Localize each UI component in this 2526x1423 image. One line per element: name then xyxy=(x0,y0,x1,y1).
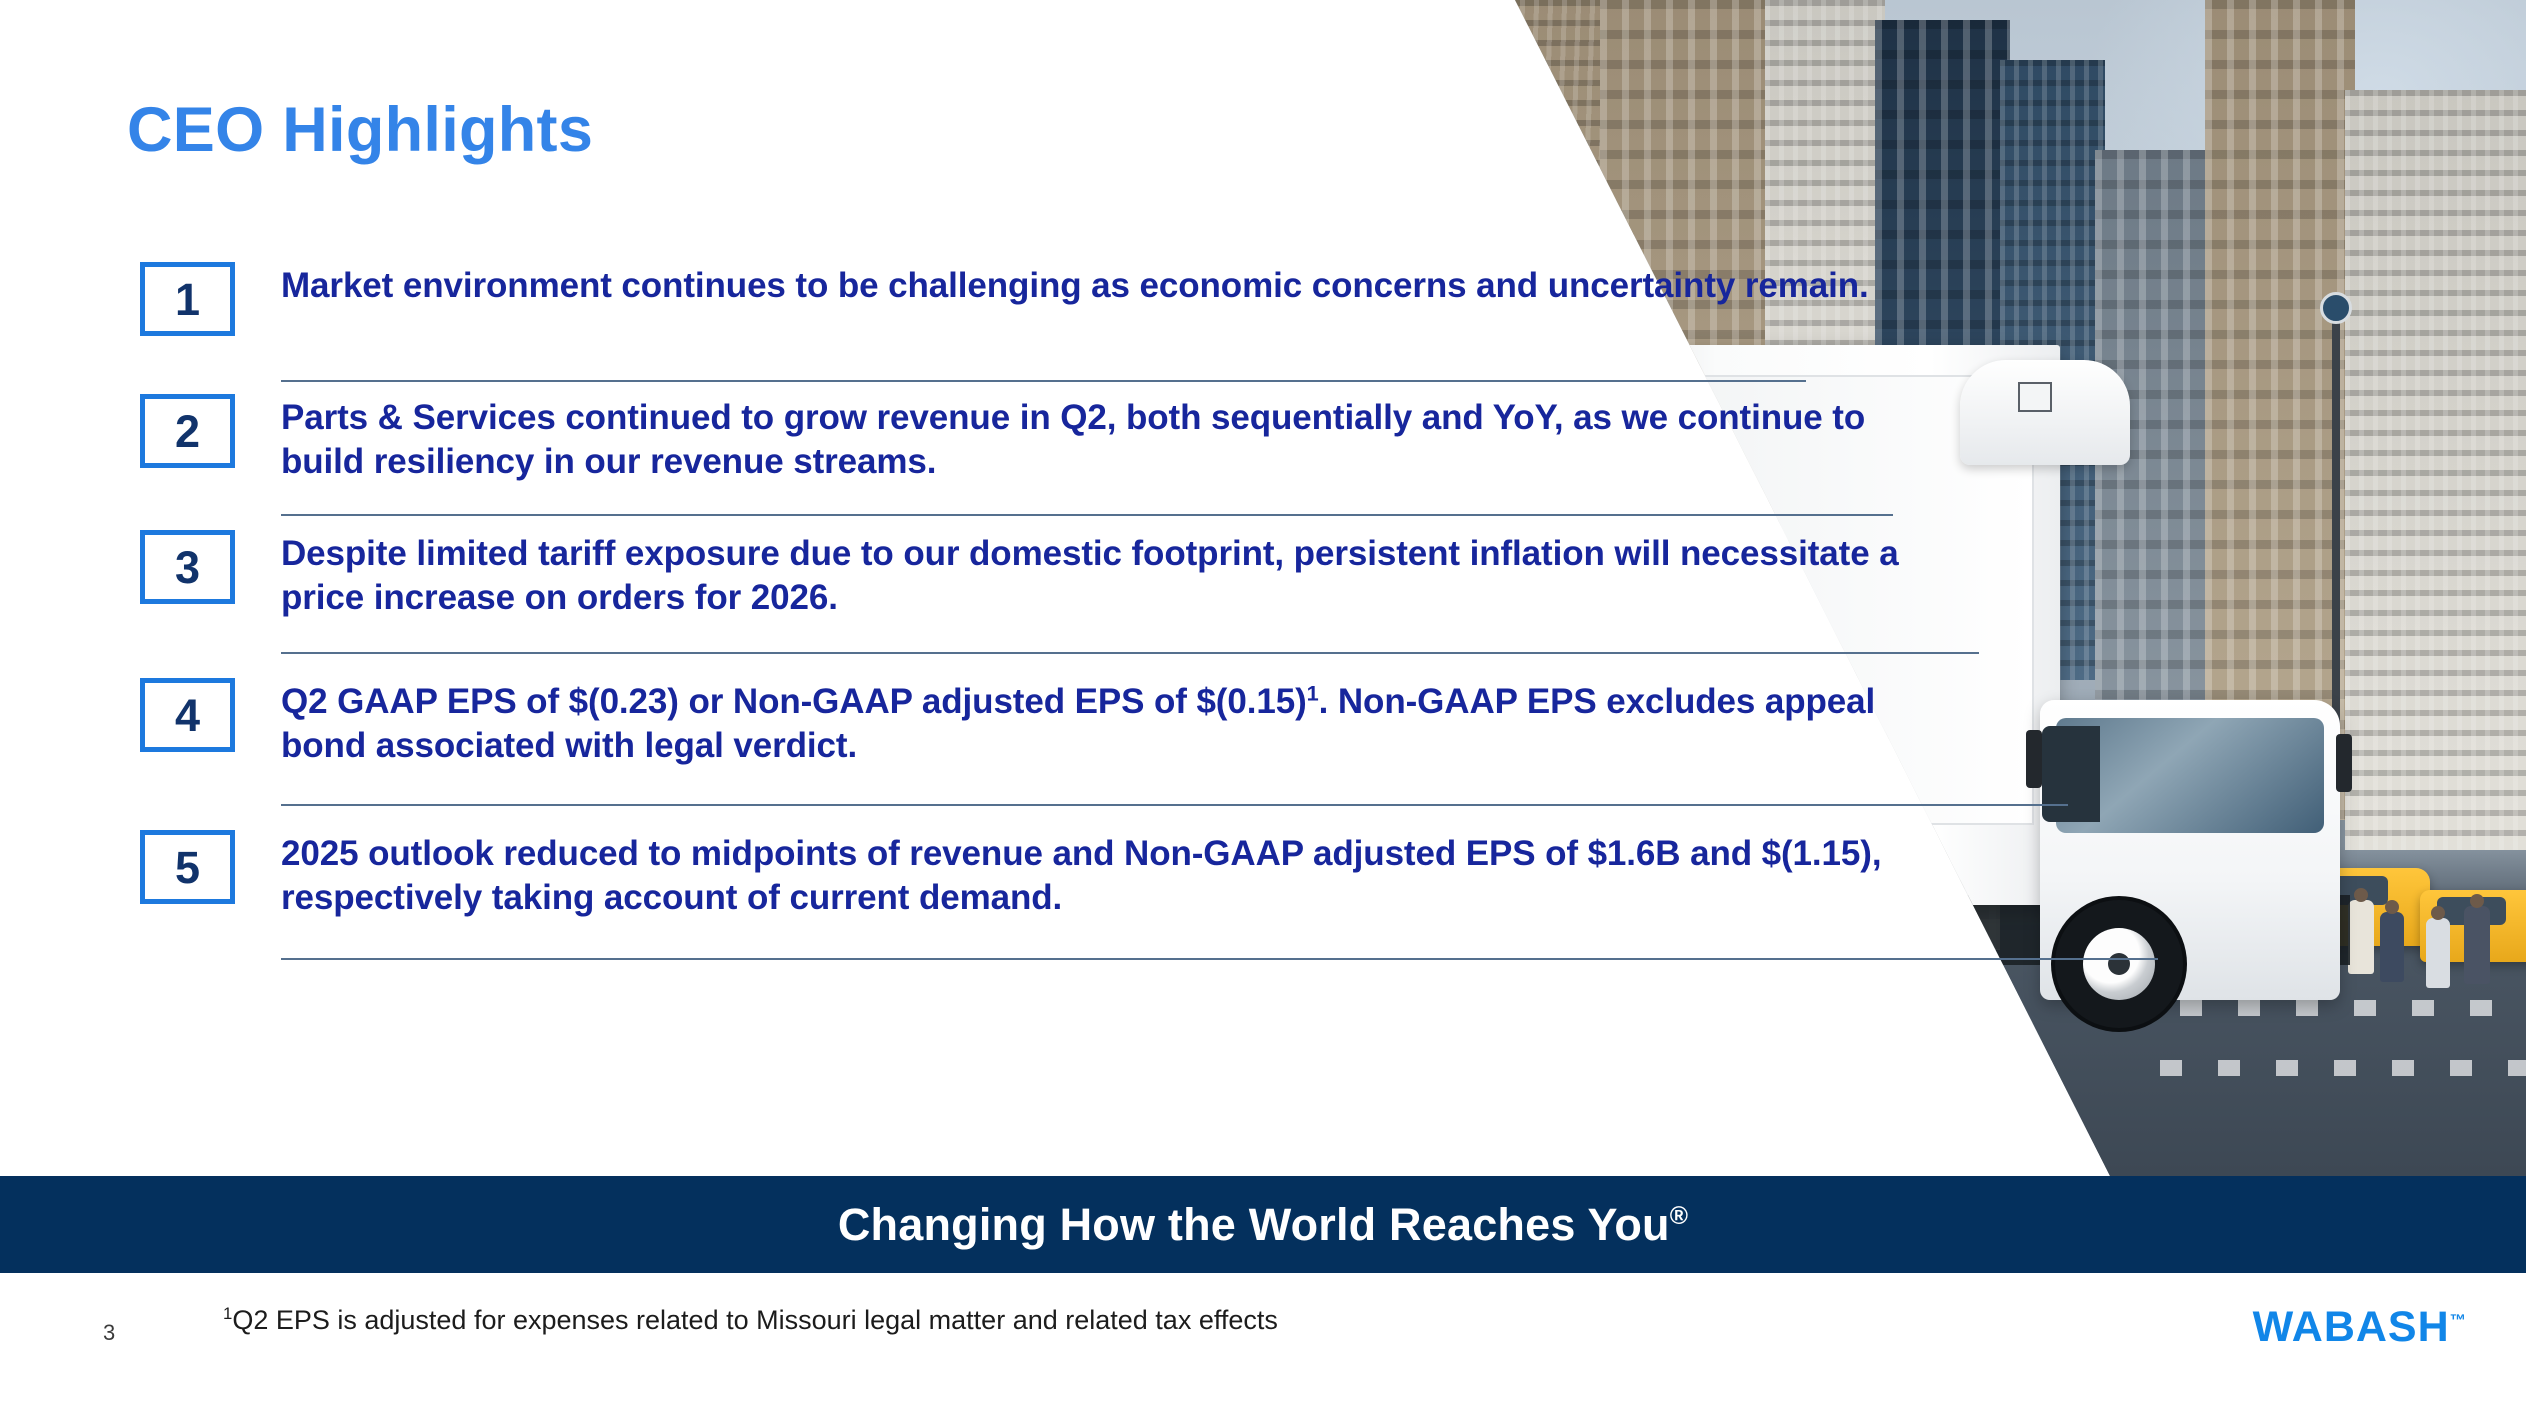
row-divider-5 xyxy=(281,958,2158,960)
footnote-superscript: 1 xyxy=(1306,680,1319,706)
reefer-vent xyxy=(2018,382,2052,412)
tagline-label: Changing How the World Reaches You xyxy=(837,1198,1670,1250)
highlight-number-5: 5 xyxy=(140,830,235,904)
footnote: 1Q2 EPS is adjusted for expenses related… xyxy=(223,1305,1278,1336)
list-item: 1 Market environment continues to be cha… xyxy=(140,262,1940,380)
pedestrian xyxy=(2348,900,2374,974)
list-item: 4 Q2 GAAP EPS of $(0.23) or Non-GAAP adj… xyxy=(140,652,1940,802)
list-item: 5 2025 outlook reduced to midpoints of r… xyxy=(140,802,1940,954)
truck-front-wheel xyxy=(2055,900,2183,1028)
list-item: 2 Parts & Services continued to grow rev… xyxy=(140,380,1940,514)
wabash-logo-text: WABASH xyxy=(2252,1303,2450,1351)
highlight-text-2: Parts & Services continued to grow reven… xyxy=(281,394,1940,485)
highlight-number-2: 2 xyxy=(140,394,235,468)
row-divider-3 xyxy=(281,652,1979,654)
footnote-marker: 1 xyxy=(223,1304,233,1323)
trademark-icon: ™ xyxy=(2449,1311,2466,1330)
row-divider-1 xyxy=(281,380,1806,382)
window-grid xyxy=(2205,0,2355,820)
traffic-signal-pole xyxy=(2332,300,2340,730)
highlight-text-main: Market environment continues to be chall… xyxy=(281,266,1869,305)
highlight-number-3: 3 xyxy=(140,530,235,604)
highlight-text-main: Q2 GAAP EPS of $(0.23) or Non-GAAP adjus… xyxy=(281,682,1307,721)
highlight-text-3: Despite limited tariff exposure due to o… xyxy=(281,530,1940,621)
tagline-text: Changing How the World Reaches You® xyxy=(838,1199,1688,1251)
page-title: CEO Highlights xyxy=(127,95,594,165)
highlight-text-main: 2025 outlook reduced to midpoints of rev… xyxy=(281,834,1882,918)
pedestrian xyxy=(2380,912,2404,982)
highlight-number-4: 4 xyxy=(140,678,235,752)
truck-side-window xyxy=(2042,726,2100,822)
row-divider-4 xyxy=(281,804,2068,806)
wheel-hub xyxy=(2083,928,2155,1000)
pedestrian xyxy=(2464,906,2490,984)
building-brick-3 xyxy=(2205,0,2355,820)
list-item: 3 Despite limited tariff exposure due to… xyxy=(140,514,1940,652)
truck-side-mirror xyxy=(2336,734,2352,792)
truck-side-mirror xyxy=(2026,730,2042,788)
truck-refrigeration-unit xyxy=(1960,360,2130,465)
registered-trademark-icon: ® xyxy=(1669,1202,1689,1230)
building-stone-right xyxy=(2345,90,2526,850)
footnote-text: Q2 EPS is adjusted for expenses related … xyxy=(232,1305,1278,1335)
wabash-logo: WABASH™ xyxy=(2253,1303,2466,1352)
page-number: 3 xyxy=(103,1320,116,1345)
highlight-text-tail: . Non-GAAP EPS excludes appeal bond asso… xyxy=(281,682,1876,766)
highlight-text-main: Despite limited tariff exposure due to o… xyxy=(281,534,1899,618)
window-grid xyxy=(2345,90,2526,850)
highlight-text-5: 2025 outlook reduced to midpoints of rev… xyxy=(281,830,1940,921)
traffic-signal-head xyxy=(2320,292,2352,324)
highlight-text-main: Parts & Services continued to grow reven… xyxy=(281,398,1866,482)
highlight-text-1: Market environment continues to be chall… xyxy=(281,262,1869,308)
truck-windshield xyxy=(2056,718,2324,833)
crosswalk-stripes xyxy=(2160,1060,2526,1076)
highlight-number-1: 1 xyxy=(140,262,235,336)
highlights-list: 1 Market environment continues to be cha… xyxy=(140,262,2158,960)
crosswalk-stripes xyxy=(2180,1000,2526,1016)
row-divider-2 xyxy=(281,514,1893,516)
tagline-banner: Changing How the World Reaches You® xyxy=(0,1176,2526,1273)
pedestrian xyxy=(2426,918,2450,988)
highlight-text-4: Q2 GAAP EPS of $(0.23) or Non-GAAP adjus… xyxy=(281,678,1940,769)
